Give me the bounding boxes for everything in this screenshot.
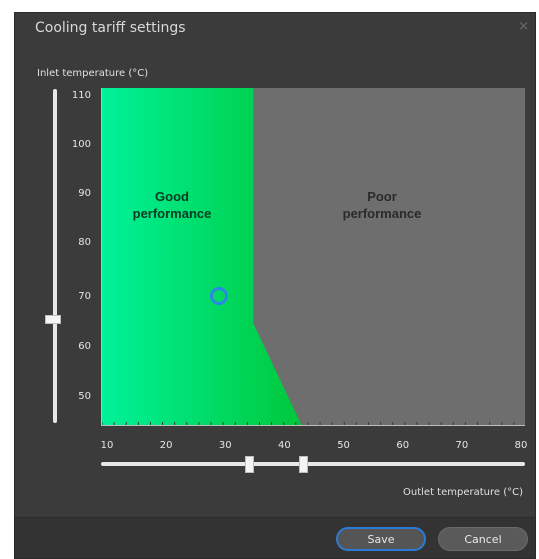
x-tick-label: 40 — [278, 440, 291, 451]
y-tick-label: 60 — [78, 341, 91, 352]
x-tick-label: 20 — [159, 440, 173, 451]
good-label-line2: performance — [132, 206, 212, 221]
poor-performance-label: Poor performance — [272, 188, 492, 222]
good-performance-label: Good performance — [112, 188, 232, 222]
cancel-button[interactable]: Cancel — [438, 527, 528, 551]
good-label-line1: Good — [155, 189, 189, 204]
performance-plot[interactable]: Good performance Poor performance — [101, 88, 525, 426]
save-button[interactable]: Save — [336, 527, 426, 551]
x-tick-label: 60 — [396, 440, 410, 451]
poor-label-line1: Poor — [367, 189, 397, 204]
x-tick-label: 70 — [455, 440, 469, 451]
good-performance-region — [102, 88, 302, 425]
operating-point-marker[interactable] — [210, 287, 228, 305]
dialog-footer: Save Cancel — [15, 517, 535, 558]
outlet-slider-thumb-high[interactable] — [299, 456, 308, 473]
title-bar: Cooling tariff settings × — [15, 13, 535, 47]
cooling-tariff-dialog: Cooling tariff settings × Inlet temperat… — [14, 12, 536, 559]
outlet-slider-thumb-low[interactable] — [245, 456, 254, 473]
y-tick-label: 110 — [71, 90, 91, 101]
y-tick-label: 80 — [78, 237, 91, 248]
x-tick-label: 30 — [218, 440, 232, 451]
outlet-axis-label: Outlet temperature (°C) — [403, 487, 523, 498]
poor-label-line2: performance — [342, 206, 422, 221]
inlet-slider-thumb[interactable] — [45, 315, 61, 324]
y-tick-label: 70 — [78, 291, 91, 302]
x-tick-label: 50 — [337, 440, 350, 451]
x-tick-label: 80 — [514, 440, 528, 451]
dialog-title: Cooling tariff settings — [35, 20, 186, 36]
close-icon[interactable]: × — [518, 19, 529, 34]
inlet-slider-track[interactable] — [53, 89, 57, 423]
plot-canvas — [102, 88, 525, 425]
y-tick-label: 90 — [78, 188, 91, 199]
y-tick-label: 50 — [78, 391, 91, 402]
x-tick-label: 10 — [100, 440, 114, 451]
x-axis-minor-ticks — [102, 422, 515, 425]
y-tick-label: 100 — [71, 139, 91, 150]
outlet-slider-track[interactable] — [101, 462, 525, 466]
inlet-axis-label: Inlet temperature (°C) — [37, 68, 149, 79]
